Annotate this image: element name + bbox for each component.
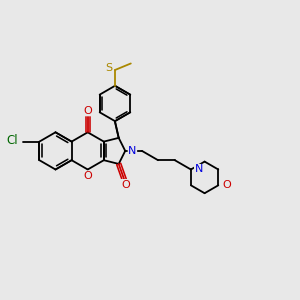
Text: O: O	[222, 180, 231, 190]
Text: N: N	[194, 164, 203, 175]
Text: S: S	[105, 63, 112, 73]
Text: N: N	[128, 146, 136, 156]
Text: Cl: Cl	[7, 134, 18, 148]
Text: O: O	[83, 171, 92, 181]
Text: O: O	[122, 179, 130, 190]
Text: O: O	[83, 106, 92, 116]
